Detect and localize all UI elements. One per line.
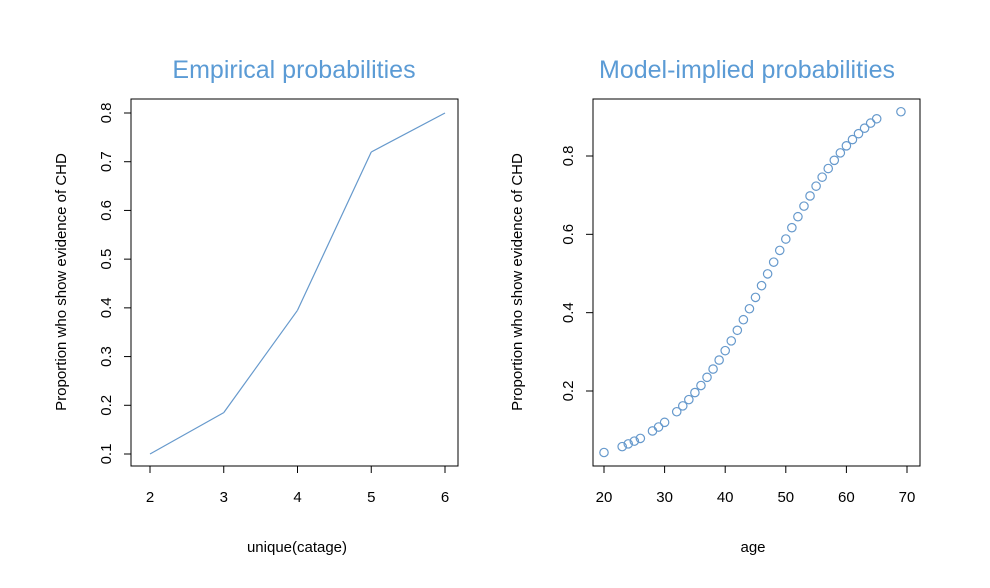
data-point (896, 106, 906, 117)
data-point (653, 422, 664, 432)
series-points (599, 106, 906, 458)
x-tick-label: 5 (367, 489, 375, 506)
y-tick-label: 0.1 (98, 444, 115, 465)
data-point (756, 280, 767, 291)
data-point (841, 141, 852, 151)
x-axis: 2 3 4 5 6 (146, 465, 449, 506)
y-tick-label: 0.6 (98, 200, 115, 221)
y-tick-label: 0.8 (560, 146, 577, 167)
y-axis-label: Proportion who show evidence of CHD (53, 153, 70, 411)
y-tick-label: 0.2 (98, 395, 115, 416)
y-tick-label: 0.5 (98, 249, 115, 270)
data-point (853, 128, 864, 139)
model-implied-probabilities-panel: Model-implied probabilities 20 30 40 50 60 70… (509, 56, 921, 556)
x-axis: 20 30 40 50 60 70 (596, 465, 916, 506)
y-axis: 0.2 0.4 0.6 0.8 (560, 146, 594, 402)
data-point (750, 292, 761, 303)
data-point (677, 401, 688, 411)
chart-title: Empirical probabilities (172, 56, 415, 84)
data-point (635, 433, 646, 444)
x-tick-label: 20 (596, 489, 613, 506)
data-point (629, 436, 640, 446)
x-tick-label: 40 (717, 489, 734, 506)
x-tick-label: 4 (293, 489, 301, 506)
data-point (787, 222, 797, 233)
line-segment (370, 112, 446, 153)
x-axis-label: unique(catage) (247, 539, 347, 556)
y-tick-label: 0.4 (560, 302, 577, 323)
series-line (149, 112, 446, 455)
data-point (811, 181, 821, 191)
line-segment (296, 151, 372, 311)
data-point (623, 439, 634, 449)
data-point (647, 426, 658, 436)
data-point (720, 345, 730, 356)
x-tick-label: 2 (146, 489, 154, 506)
data-point (732, 325, 743, 336)
data-point (865, 118, 876, 128)
data-point (793, 211, 803, 222)
plot-frame (130, 98, 459, 467)
data-point (617, 441, 627, 452)
chart-title: Model-implied probabilities (599, 56, 895, 84)
data-point (823, 163, 834, 174)
data-point (659, 417, 670, 428)
data-point (859, 123, 870, 133)
data-point (671, 406, 682, 417)
data-point (762, 269, 773, 279)
data-point (817, 172, 827, 182)
data-point (829, 155, 840, 166)
x-tick-label: 50 (777, 489, 794, 506)
y-tick-label: 0.6 (560, 224, 577, 245)
data-point (726, 336, 737, 346)
y-axis-label: Proportion who show evidence of CHD (509, 153, 526, 411)
x-tick-label: 60 (838, 489, 855, 506)
x-tick-label: 70 (899, 489, 916, 506)
data-point (684, 394, 694, 405)
data-point (799, 201, 809, 211)
data-point (768, 257, 779, 267)
y-axis: 0.1 0.2 0.3 0.4 0.5 0.6 0.7 0.8 (98, 103, 132, 465)
data-point (871, 113, 882, 124)
data-point (805, 191, 815, 201)
data-point (835, 148, 846, 158)
data-point (696, 380, 706, 391)
data-point (690, 387, 700, 398)
y-tick-label: 0.4 (98, 297, 115, 318)
data-point (744, 303, 755, 314)
y-tick-label: 0.8 (98, 103, 115, 124)
x-tick-label: 30 (656, 489, 673, 506)
x-tick-label: 6 (441, 489, 449, 506)
line-segment (223, 309, 298, 413)
data-point (780, 234, 791, 244)
line-segment (149, 412, 225, 455)
data-point (847, 134, 858, 145)
data-point (599, 447, 609, 458)
y-tick-label: 0.3 (98, 346, 115, 367)
x-tick-label: 3 (220, 489, 228, 506)
y-tick-label: 0.7 (98, 151, 115, 172)
data-point (774, 245, 785, 256)
data-point (738, 314, 749, 325)
plot-frame (592, 98, 921, 467)
x-axis-label: age (740, 539, 765, 556)
y-tick-label: 0.2 (560, 381, 577, 402)
data-point (714, 355, 724, 365)
data-point (702, 372, 712, 383)
data-point (708, 364, 718, 374)
